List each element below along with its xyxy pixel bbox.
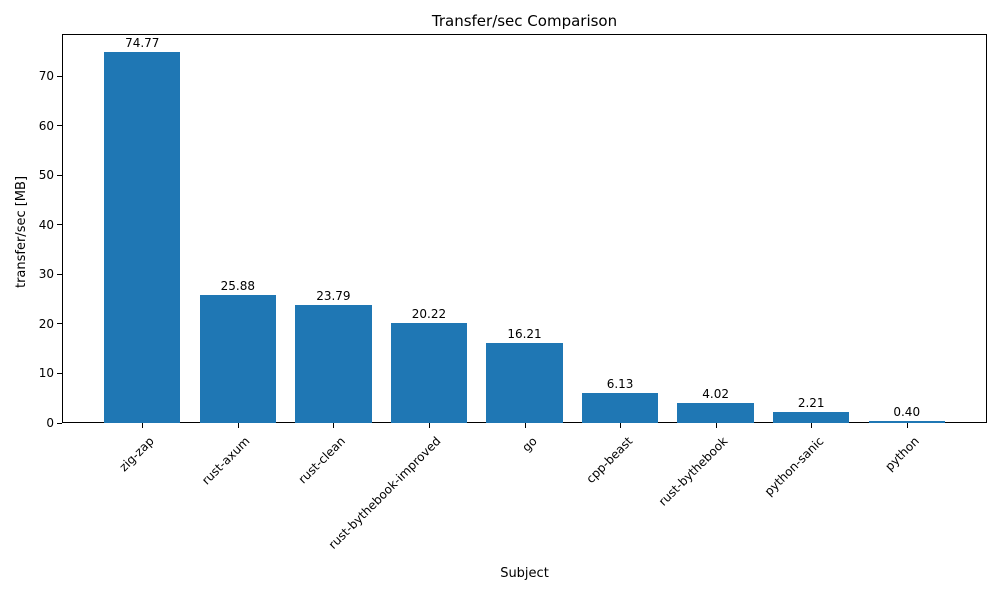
y-tick	[57, 323, 62, 325]
x-axis-label: Subject	[500, 566, 549, 581]
y-tick-label: 70	[38, 69, 54, 84]
x-tick-label: rust-bythebook-improved	[326, 434, 444, 552]
bar	[199, 294, 277, 423]
y-tick-label: 10	[38, 366, 54, 381]
bar-value-label: 20.22	[411, 306, 447, 321]
bar	[390, 322, 468, 423]
y-tick-label: 30	[38, 267, 54, 282]
bar-value-label: 4.02	[702, 387, 729, 402]
bar-value-label: 23.79	[316, 289, 351, 304]
bar-value-label: 16.21	[507, 326, 542, 341]
y-tick-label: 0	[46, 416, 54, 430]
y-tick-label: 40	[38, 217, 54, 232]
x-tick	[142, 423, 144, 428]
x-tick	[524, 423, 526, 428]
y-tick	[57, 372, 62, 374]
bar-value-label: 25.88	[220, 278, 255, 293]
chart-title: Transfer/sec Comparison	[431, 12, 618, 30]
x-tick	[811, 423, 813, 428]
bar	[581, 392, 659, 423]
y-tick	[57, 174, 62, 176]
bar-value-label: 2.21	[797, 396, 825, 411]
y-tick	[57, 422, 62, 424]
x-tick	[428, 423, 430, 428]
x-tick	[906, 423, 908, 428]
bar	[104, 52, 181, 423]
y-tick	[57, 273, 62, 275]
bar	[677, 403, 754, 423]
y-tick-label: 20	[38, 316, 54, 331]
bar	[295, 305, 372, 423]
bar-value-label: 0.40	[893, 405, 921, 420]
bar	[486, 342, 563, 423]
y-tick-label: 60	[38, 118, 54, 133]
x-tick-label-anchor: python	[612, 430, 922, 474]
bar-value-label: 74.77	[125, 36, 160, 51]
y-tick	[57, 125, 62, 127]
y-tick-label: 50	[38, 168, 54, 183]
x-tick	[333, 423, 335, 428]
y-tick	[57, 75, 62, 77]
x-tick-label: python	[882, 434, 922, 474]
bar-value-label: 6.13	[606, 376, 634, 391]
bar	[868, 421, 945, 423]
y-tick	[57, 224, 62, 226]
x-tick	[237, 423, 239, 428]
x-tick	[715, 423, 717, 428]
x-tick	[620, 423, 622, 428]
bar	[772, 412, 850, 423]
